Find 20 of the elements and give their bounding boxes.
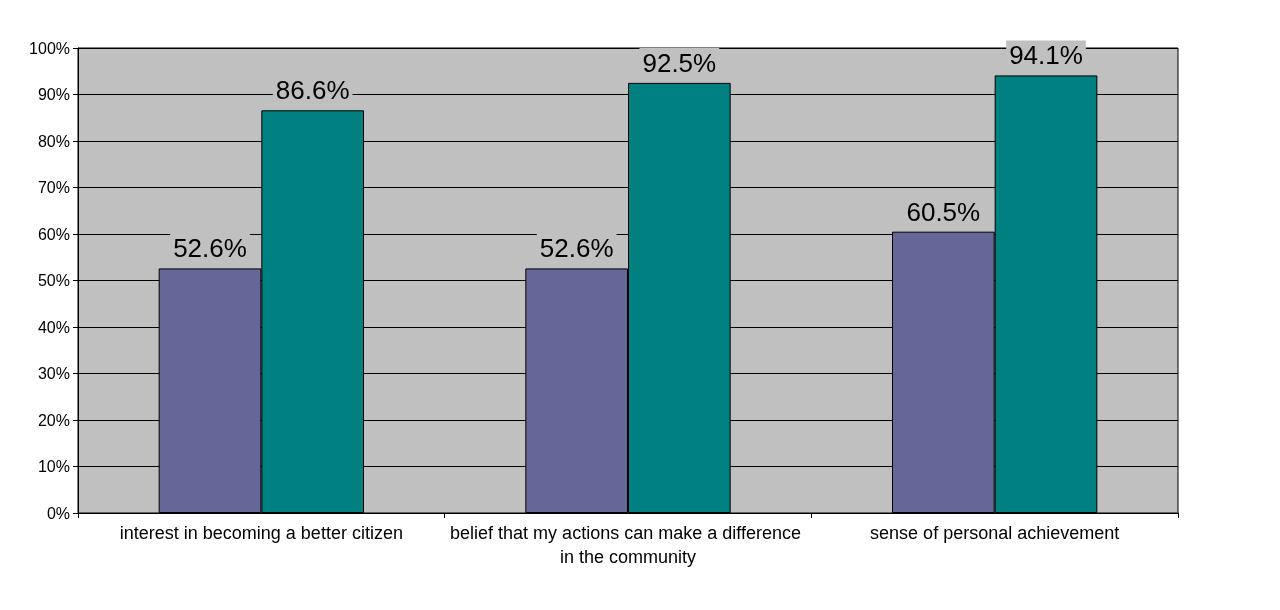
x-tick-label: belief that my actions can make a difference in the community — [450, 523, 806, 567]
x-tick-label: sense of personal achievement — [870, 523, 1120, 543]
data-label: 86.6% — [275, 75, 350, 106]
y-tick-label: 50% — [37, 272, 70, 289]
data-label: 94.1% — [1009, 40, 1083, 71]
y-tick-label: 0% — [46, 504, 70, 522]
y-tick-label: 80% — [37, 132, 70, 150]
y-tick-label: 90% — [37, 86, 70, 103]
y-tick-label: 100% — [29, 39, 70, 57]
y-tick-label: 60% — [37, 225, 70, 243]
y-tick-label: 40% — [37, 318, 70, 336]
y-tick-label: 70% — [37, 179, 70, 196]
y-tick-label: 30% — [37, 365, 70, 382]
data-label: 92.5% — [642, 47, 717, 78]
data-label: 60.5% — [906, 196, 981, 227]
data-label: 52.6% — [539, 233, 614, 264]
data-label: 52.6% — [173, 233, 247, 264]
y-tick-label: 10% — [37, 458, 70, 475]
y-tick-label: 20% — [37, 411, 70, 429]
x-tick-label: interest in becoming a better citizen — [119, 523, 403, 543]
